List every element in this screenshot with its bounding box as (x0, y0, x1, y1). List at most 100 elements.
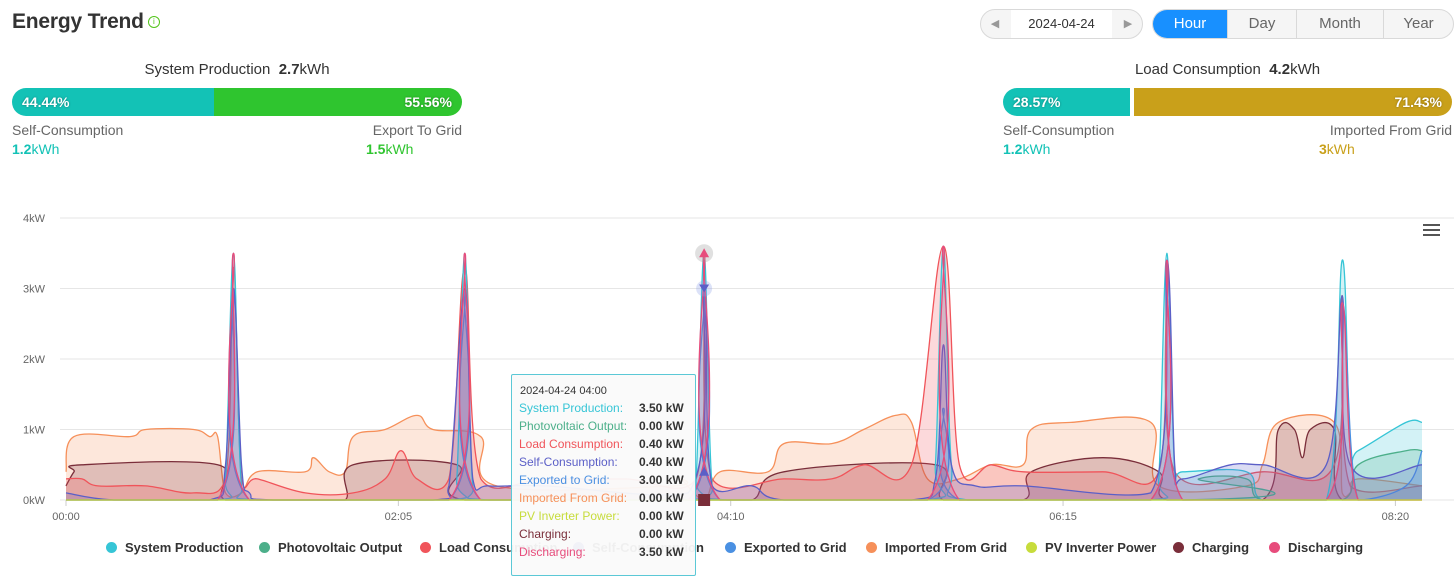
production-summary: System Production 2.7kWh 44.44% 55.56% S… (12, 61, 462, 161)
y-tick-label: 2kW (23, 354, 46, 366)
area-self-consumption (66, 260, 1422, 500)
area-imported-from-grid (66, 414, 1422, 500)
x-tick-label: 06:15 (1049, 511, 1077, 523)
tooltip-series-value: 0.40 kW (639, 437, 684, 451)
tooltip-series-value: 3.50 kW (639, 401, 684, 415)
legend-dot (420, 542, 431, 553)
tooltip-series-name: PV Inverter Power: (519, 509, 620, 523)
area-charging (66, 422, 1422, 500)
x-tick-label: 00:00 (52, 511, 80, 523)
area-discharging (66, 246, 1422, 500)
legend-item-exported-to-grid[interactable]: Exported to Grid (725, 540, 847, 555)
tooltip-row: Charging: 0.00 kW (519, 527, 691, 545)
legend-label: Exported to Grid (744, 540, 847, 555)
tab-day[interactable]: Day (1227, 10, 1296, 38)
line-exported-to-grid (65, 259, 1423, 501)
legend-dot (866, 542, 877, 553)
tooltip-series-value: 0.40 kW (639, 455, 684, 469)
tooltip-row: Self-Consumption: 0.40 kW (519, 455, 691, 473)
step-forward-icon[interactable]: ▶︎ (1123, 18, 1133, 30)
tab-month[interactable]: Month (1296, 10, 1383, 38)
tooltip-series-value: 3.00 kW (639, 473, 684, 487)
chart-menu-icon[interactable] (1423, 224, 1440, 238)
legend-item-discharging[interactable]: Discharging (1269, 540, 1363, 555)
line-load-consumption (65, 245, 1423, 496)
legend-item-system-production[interactable]: System Production (106, 540, 243, 555)
tooltip-row: System Production: 3.50 kW (519, 401, 691, 419)
consumption-self-value: 1.2kWh (1003, 141, 1051, 157)
legend-label: Discharging (1288, 540, 1364, 555)
legend-dot (106, 542, 117, 553)
chart-tooltip: 2024-04-24 04:00 System Production: 3.50 … (511, 374, 696, 576)
consumption-self-bar: 28.57% (1003, 88, 1130, 116)
y-tick-label: 4kW (23, 213, 46, 225)
production-self-bar: 44.44% (12, 88, 220, 116)
tab-hour[interactable]: Hour (1153, 10, 1227, 38)
marker-export (699, 284, 710, 293)
legend-item-pv-inverter-power[interactable]: PV Inverter Power (1026, 540, 1156, 555)
y-tick-label: 0kW (23, 495, 46, 507)
production-export-value: 1.5kWh (366, 141, 414, 157)
info-circle-icon[interactable]: i (147, 16, 160, 29)
legend-item-imported-from-grid[interactable]: Imported From Grid (866, 540, 1007, 555)
production-self-label: Self-Consumption (12, 122, 124, 138)
marker-self-consumption (699, 466, 710, 476)
legend-item-photovoltaic-output[interactable]: Photovoltaic Output (259, 540, 402, 555)
tab-year[interactable]: Year (1383, 10, 1453, 38)
legend-item-charging[interactable]: Charging (1173, 540, 1249, 555)
legend-dot (1269, 542, 1280, 553)
legend-label: System Production (125, 540, 244, 555)
x-tick-label: 04:10 (717, 511, 745, 523)
tooltip-series-name: Exported to Grid: (519, 473, 610, 487)
legend-label: Photovoltaic Output (278, 540, 403, 555)
chart-legend: System Production Photovoltaic Output Load… (0, 540, 1454, 558)
production-self-value: 1.2kWh (12, 141, 60, 157)
tooltip-series-value: 0.00 kW (639, 509, 684, 523)
tooltip-title: 2024-04-24 04:00 (520, 385, 607, 397)
tooltip-series-value: 3.50 kW (639, 545, 684, 559)
legend-label: PV Inverter Power (1045, 540, 1157, 555)
tooltip-series-value: 0.00 kW (639, 419, 684, 433)
line-system-production (65, 245, 1423, 501)
consumption-self-label: Self-Consumption (1003, 122, 1115, 138)
energy-trend-chart[interactable]: 0kW 1kW 2kW 3kW 4kW 00:00 02:05 04:10 06:15 08:20 (0, 200, 1454, 530)
tooltip-row: Exported to Grid: 3.00 kW (519, 473, 691, 491)
x-tick-label: 08:20 (1382, 511, 1410, 523)
line-imported-from-grid (65, 413, 1423, 501)
legend-label: Imported From Grid (885, 540, 1008, 555)
tooltip-row: Imported From Grid: 0.00 kW (519, 491, 691, 509)
tooltip-row: Photovoltaic Output: 0.00 kW (519, 419, 691, 437)
tooltip-series-name: Imported From Grid: (519, 491, 628, 505)
area-load-consumption (66, 246, 1422, 500)
tooltip-series-name: System Production: (519, 401, 624, 415)
tooltip-series-name: Load Consumption: (519, 437, 624, 451)
tooltip-row: PV Inverter Power: 0.00 kW (519, 509, 691, 527)
y-tick-label: 3kW (23, 284, 46, 296)
tooltip-row: Load Consumption: 0.40 kW (519, 437, 691, 455)
tooltip-row: Discharging: 3.50 kW (519, 545, 691, 563)
tooltip-series-name: Discharging: (519, 545, 586, 559)
line-self-consumption (65, 259, 1423, 501)
production-export-bar: 55.56% (214, 88, 462, 116)
marker-charging (698, 494, 711, 506)
x-tick-label: 02:05 (385, 511, 413, 523)
step-backward-icon[interactable]: ◀︎ (990, 18, 1000, 30)
legend-dot (725, 542, 736, 553)
tooltip-series-name: Charging: (519, 527, 572, 541)
area-exported-to-grid (66, 260, 1422, 500)
consumption-summary: Load Consumption 4.2kWh 28.57% 71.43% Se… (1003, 61, 1452, 161)
legend-dot (259, 542, 270, 553)
legend-dot (1173, 542, 1184, 553)
consumption-import-bar: 71.43% (1134, 88, 1452, 116)
line-discharging (65, 245, 1422, 501)
production-export-label: Export To Grid (372, 122, 462, 138)
y-tick-label: 1kW (23, 425, 46, 437)
date-picker: ◀︎ 2024-04-24 ▶︎ (980, 9, 1143, 39)
consumption-heading: Load Consumption 4.2kWh (1134, 61, 1321, 78)
consumption-import-label: Imported From Grid (1329, 122, 1452, 138)
period-tabs: Hour Day Month Year (1152, 9, 1454, 39)
date-value[interactable]: 2024-04-24 (1011, 10, 1112, 38)
area-system-production (66, 246, 1422, 500)
legend-label: Charging (1192, 540, 1250, 555)
production-heading: System Production 2.7kWh (144, 61, 330, 78)
